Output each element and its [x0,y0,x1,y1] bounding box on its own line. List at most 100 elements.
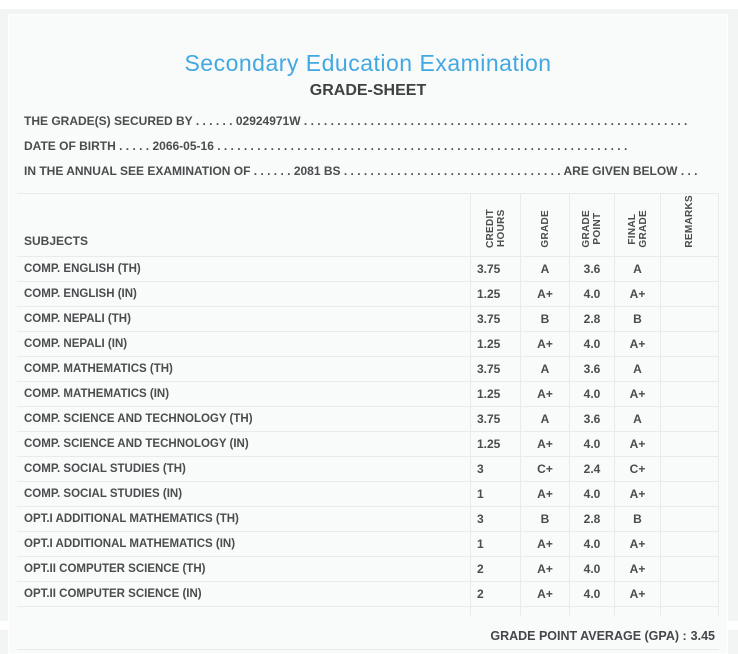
grade-value: A+ [520,581,570,607]
credit-hours-value: 3 [470,506,521,532]
grade-value: C+ [520,456,570,482]
table-row: COMP. ENGLISH (TH) 3.75 A 3.6 A [17,256,719,282]
subject-name: COMP. ENGLISH (TH) [17,256,471,282]
column-header-grade-point: GRADE POINT [569,193,615,257]
remarks-value [660,406,719,432]
column-header-grade: GRADE [520,193,570,257]
grade-point-value: 4.0 [569,281,615,307]
info-line-examination-year: IN THE ANNUAL SEE EXAMINATION OF . . . .… [17,159,719,184]
info-label-examination-of: IN THE ANNUAL SEE EXAMINATION OF [24,164,251,178]
grade-table-body: COMP. ENGLISH (TH) 3.75 A 3.6 A COMP. EN… [17,256,719,607]
credit-hours-value: 3.75 [470,256,521,282]
table-row: COMP. SCIENCE AND TECHNOLOGY (TH) 3.75 A… [17,406,719,432]
table-footer-spacer [17,606,719,617]
grade-sheet-card: Secondary Education Examination GRADE-SH… [8,14,728,654]
table-row: COMP. MATHEMATICS (IN) 1.25 A+ 4.0 A+ [17,381,719,407]
subject-name: COMP. ENGLISH (IN) [17,281,471,307]
table-row: COMP. ENGLISH (IN) 1.25 A+ 4.0 A+ [17,281,719,307]
date-of-birth-value: 2066-05-16 [152,139,214,153]
dotted-fill: . . . . . . . . . . . . . . . . . . . . … [303,114,688,128]
subject-name: OPT.II COMPUTER SCIENCE (TH) [17,556,471,582]
table-row: OPT.I ADDITIONAL MATHEMATICS (TH) 3 B 2.… [17,506,719,532]
gpa-summary: GRADE POINT AVERAGE (GPA) :3.45 [17,616,719,651]
credit-hours-value: 1.25 [470,281,521,307]
grade-point-value: 4.0 [569,581,615,607]
credit-hours-value: 3.75 [470,356,521,382]
column-header-credit-hours: CREDIT HOURS [470,193,521,257]
grade-value: A+ [520,281,570,307]
final-grade-value: A [614,406,661,432]
info-line-date-of-birth: DATE OF BIRTH . . . . . 2066-05-16 . . .… [17,134,719,159]
credit-hours-value: 3.75 [470,306,521,332]
gpa-label: GRADE POINT AVERAGE (GPA) : [490,629,687,644]
remarks-value [660,306,719,332]
subject-name: COMP. NEPALI (TH) [17,306,471,332]
remarks-value [660,256,719,282]
grade-value: A+ [520,481,570,507]
grade-point-value: 4.0 [569,381,615,407]
dotted-fill: . . . . . [119,139,150,153]
final-grade-value: A [614,256,661,282]
table-row: COMP. SOCIAL STUDIES (IN) 1 A+ 4.0 A+ [17,481,719,507]
remarks-value [660,356,719,382]
final-grade-value: A+ [614,431,661,457]
grade-point-value: 2.4 [569,456,615,482]
final-grade-value: B [614,506,661,532]
info-label-grades-secured-by: THE GRADE(S) SECURED BY [24,114,193,128]
final-grade-value: A+ [614,531,661,557]
info-label-date-of-birth: DATE OF BIRTH [24,139,116,153]
info-line-grades-secured-by: THE GRADE(S) SECURED BY . . . . . . 0292… [17,109,719,134]
credit-hours-value: 1.25 [470,431,521,457]
grade-value: A [520,406,570,432]
dotted-fill: . . . [680,164,698,178]
credit-hours-value: 1 [470,531,521,557]
table-row: OPT.I ADDITIONAL MATHEMATICS (IN) 1 A+ 4… [17,531,719,557]
remarks-value [660,456,719,482]
grade-point-value: 4.0 [569,531,615,557]
grade-table-header-row: SUBJECTS CREDIT HOURS GRADE GRADE POINT … [17,193,719,257]
grade-value: A+ [520,531,570,557]
final-grade-value: A+ [614,556,661,582]
credit-hours-value: 3 [470,456,521,482]
subject-name: COMP. SOCIAL STUDIES (IN) [17,481,471,507]
dotted-fill: . . . . . . . . . . . . . . . . . . . . … [217,139,628,153]
remarks-value [660,481,719,507]
gpa-value: 3.45 [690,629,715,644]
grade-table: SUBJECTS CREDIT HOURS GRADE GRADE POINT … [17,193,719,617]
grade-value: A+ [520,331,570,357]
remarks-value [660,531,719,557]
dotted-fill: . . . . . . . . . . . . . . . . . . . . … [343,164,561,178]
subject-name: OPT.I ADDITIONAL MATHEMATICS (IN) [17,531,471,557]
grade-point-value: 4.0 [569,556,615,582]
column-header-subjects: SUBJECTS [17,193,471,257]
grade-value: A [520,256,570,282]
page-title: Secondary Education Examination [184,50,552,76]
credit-hours-value: 2 [470,556,521,582]
dotted-fill: . . . . . . [195,114,233,128]
info-label-are-given-below: ARE GIVEN BELOW [563,164,678,178]
remarks-value [660,556,719,582]
grade-value: B [520,306,570,332]
final-grade-value: A [614,356,661,382]
subject-name: COMP. NEPALI (IN) [17,331,471,357]
table-row: COMP. SCIENCE AND TECHNOLOGY (IN) 1.25 A… [17,431,719,457]
examination-year-value: 2081 BS [293,164,341,178]
final-grade-value: C+ [614,456,661,482]
subject-name: OPT.I ADDITIONAL MATHEMATICS (TH) [17,506,471,532]
credit-hours-value: 1 [470,481,521,507]
remarks-value [660,331,719,357]
grade-value: A+ [520,556,570,582]
subject-name: COMP. SCIENCE AND TECHNOLOGY (TH) [17,406,471,432]
subject-name: COMP. MATHEMATICS (IN) [17,381,471,407]
remarks-value [660,431,719,457]
grade-value: B [520,506,570,532]
remarks-value [660,506,719,532]
final-grade-value: A+ [614,331,661,357]
grade-point-value: 4.0 [569,431,615,457]
final-grade-value: B [614,306,661,332]
final-grade-value: A+ [614,481,661,507]
sheet-subtitle: GRADE-SHEET [309,82,427,99]
credit-hours-value: 2 [470,581,521,607]
candidate-info: THE GRADE(S) SECURED BY . . . . . . 0292… [17,109,719,184]
remarks-value [660,281,719,307]
